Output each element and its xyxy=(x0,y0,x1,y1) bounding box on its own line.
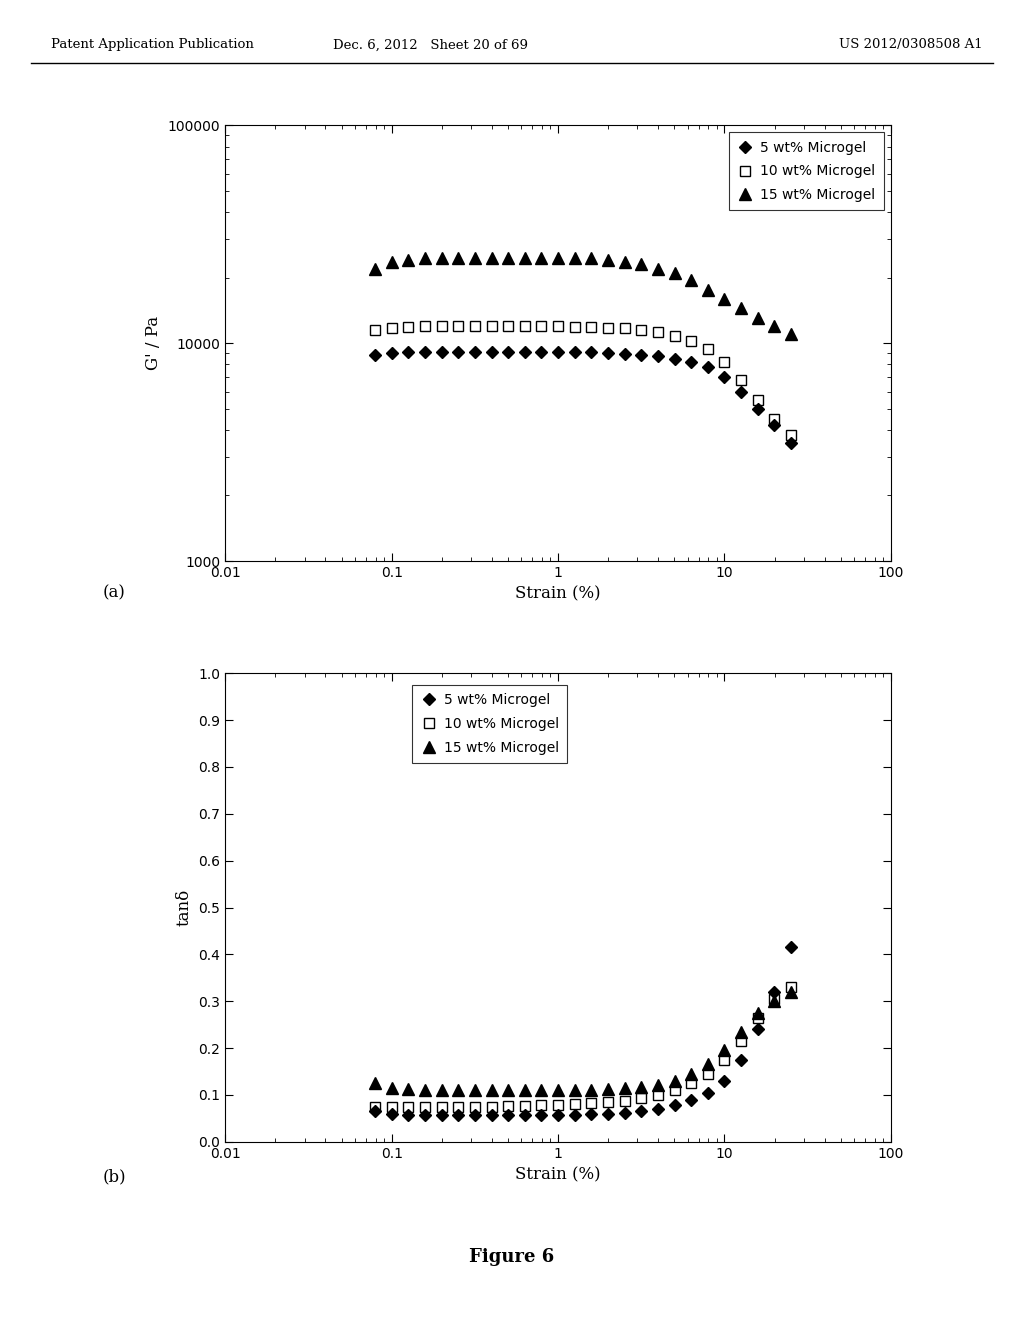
Text: Patent Application Publication: Patent Application Publication xyxy=(51,38,254,51)
Legend: 5 wt% Microgel, 10 wt% Microgel, 15 wt% Microgel: 5 wt% Microgel, 10 wt% Microgel, 15 wt% … xyxy=(728,132,884,210)
Y-axis label: tanδ: tanδ xyxy=(176,888,193,927)
Text: Dec. 6, 2012   Sheet 20 of 69: Dec. 6, 2012 Sheet 20 of 69 xyxy=(333,38,527,51)
Text: US 2012/0308508 A1: US 2012/0308508 A1 xyxy=(840,38,983,51)
X-axis label: Strain (%): Strain (%) xyxy=(515,585,601,602)
X-axis label: Strain (%): Strain (%) xyxy=(515,1166,601,1183)
Text: Figure 6: Figure 6 xyxy=(469,1247,555,1266)
Y-axis label: G' / Pa: G' / Pa xyxy=(145,315,162,371)
Legend: 5 wt% Microgel, 10 wt% Microgel, 15 wt% Microgel: 5 wt% Microgel, 10 wt% Microgel, 15 wt% … xyxy=(412,685,567,763)
Text: (a): (a) xyxy=(102,585,125,602)
Text: (b): (b) xyxy=(102,1168,126,1185)
